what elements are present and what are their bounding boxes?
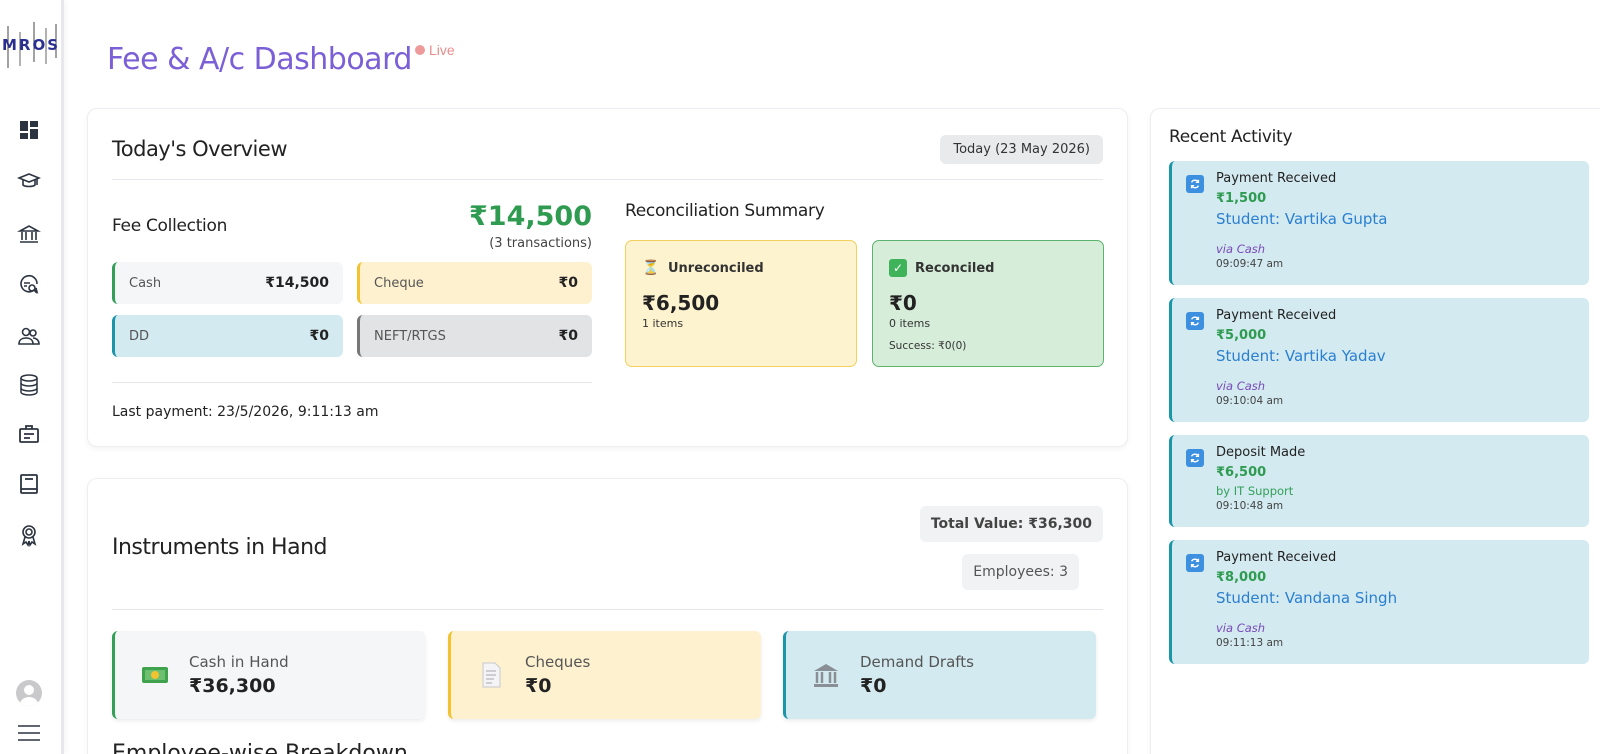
live-dot-icon <box>415 45 425 55</box>
neft-mode-value: ₹0 <box>558 328 578 344</box>
document-icon <box>477 661 505 689</box>
dd-mode-value: ₹0 <box>309 328 329 344</box>
last-payment: Last payment: 23/5/2026, 9:11:13 am <box>112 404 379 420</box>
activity-student-link[interactable]: Student: Vandana Singh <box>1216 589 1398 607</box>
reconciled-box[interactable]: ✓ Reconciled ₹0 0 items Success: ₹0(0) <box>872 240 1104 367</box>
instruments-divider <box>112 609 1103 610</box>
activity-type: Payment Received <box>1216 308 1337 323</box>
cash-mode-box: Cash ₹14,500 <box>112 262 343 304</box>
reconciled-amount: ₹0 <box>889 291 917 315</box>
activity-item[interactable]: Payment Received ₹1,500 Student: Vartika… <box>1169 161 1589 285</box>
instruments-card: Instruments in Hand Total Value: ₹36,300… <box>87 478 1128 754</box>
cash-in-hand-label: Cash in Hand <box>189 653 289 671</box>
briefcase-icon[interactable] <box>14 419 44 449</box>
activity-via: via Cash <box>1216 621 1266 635</box>
dd-mode-label: DD <box>129 328 150 344</box>
dd-mode-box: DD ₹0 <box>112 315 343 357</box>
cheques-label: Cheques <box>525 653 591 671</box>
cash-mode-value: ₹14,500 <box>265 275 329 291</box>
instruments-title: Instruments in Hand <box>112 535 327 560</box>
employees-badge: Employees: 3 <box>962 554 1079 590</box>
logo-text: MROS <box>2 36 61 54</box>
activity-type: Payment Received <box>1216 550 1337 565</box>
reconciled-label: Reconciled <box>915 260 995 276</box>
activity-by: by IT Support <box>1216 484 1294 498</box>
demand-drafts-value: ₹0 <box>860 675 887 697</box>
check-icon: ✓ <box>889 259 907 277</box>
refresh-icon <box>1186 449 1204 467</box>
activity-time: 09:10:48 am <box>1216 500 1284 512</box>
cheque-mode-box: Cheque ₹0 <box>357 262 592 304</box>
activity-via: via Cash <box>1216 242 1266 256</box>
activity-time: 09:10:04 am <box>1216 395 1284 407</box>
activity-item[interactable]: Payment Received ₹5,000 Student: Vartika… <box>1169 298 1589 422</box>
users-icon[interactable] <box>14 321 44 351</box>
dashboard-icon[interactable] <box>14 115 44 145</box>
overview-divider <box>112 179 1103 180</box>
hourglass-icon: ⏳ <box>642 260 660 276</box>
fee-divider <box>112 382 592 383</box>
todays-overview-card: Today's Overview Today (23 May 2026) Fee… <box>87 108 1128 447</box>
neft-mode-box: NEFT/RTGS ₹0 <box>357 315 592 357</box>
demand-drafts-box[interactable]: Demand Drafts ₹0 <box>783 631 1096 719</box>
activity-time: 09:09:47 am <box>1216 258 1284 270</box>
sidebar: MROS <box>0 0 64 754</box>
cheque-mode-label: Cheque <box>374 275 424 291</box>
activity-type: Deposit Made <box>1216 445 1306 460</box>
reconciled-items: 0 items <box>889 317 931 330</box>
cash-mode-label: Cash <box>129 275 162 291</box>
cash-in-hand-value: ₹36,300 <box>189 675 276 697</box>
neft-mode-label: NEFT/RTGS <box>374 328 446 344</box>
fee-collection-amount: ₹14,500 <box>469 201 592 232</box>
cheques-value: ₹0 <box>525 675 552 697</box>
refresh-icon <box>1186 312 1204 330</box>
reconciliation-title: Reconciliation Summary <box>625 201 825 221</box>
bank-icon[interactable] <box>14 219 44 249</box>
bank-building-icon <box>812 661 840 689</box>
cash-in-hand-box[interactable]: Cash in Hand ₹36,300 <box>112 631 425 719</box>
activity-student-link[interactable]: Student: Vartika Yadav <box>1216 347 1386 365</box>
activity-item[interactable]: Deposit Made ₹6,500 by IT Support 09:10:… <box>1169 435 1589 527</box>
refresh-icon <box>1186 175 1204 193</box>
activity-amount: ₹1,500 <box>1216 191 1267 206</box>
live-indicator: Live <box>415 42 455 58</box>
cash-icon <box>141 661 169 689</box>
database-icon[interactable] <box>14 370 44 400</box>
unreconciled-label: Unreconciled <box>668 260 764 276</box>
total-value-badge: Total Value: ₹36,300 <box>919 506 1103 542</box>
demand-drafts-label: Demand Drafts <box>860 653 975 671</box>
avatar[interactable] <box>16 680 42 706</box>
next-section-title: Employee-wise Breakdown <box>112 741 408 754</box>
hamburger-menu-icon[interactable] <box>18 724 40 742</box>
live-label: Live <box>429 42 455 58</box>
date-badge: Today (23 May 2026) <box>940 135 1103 164</box>
award-icon[interactable] <box>14 520 44 550</box>
page-title: Fee & A/c Dashboard <box>107 42 412 77</box>
app-logo[interactable]: MROS <box>0 18 62 74</box>
unreconciled-items: 1 items <box>642 317 684 330</box>
refresh-icon <box>1186 554 1204 572</box>
graduation-cap-icon[interactable] <box>14 167 44 197</box>
activity-amount: ₹6,500 <box>1216 465 1267 480</box>
overview-title: Today's Overview <box>112 137 288 161</box>
activity-amount: ₹8,000 <box>1216 570 1267 585</box>
unreconciled-amount: ₹6,500 <box>642 291 720 315</box>
logo-graphic <box>7 22 57 68</box>
activity-student-link[interactable]: Student: Vartika Gupta <box>1216 210 1388 228</box>
activity-type: Payment Received <box>1216 171 1337 186</box>
reconciled-success: Success: ₹0(0) <box>889 340 967 352</box>
unreconciled-box[interactable]: ⏳ Unreconciled ₹6,500 1 items <box>625 240 857 367</box>
chat-search-icon[interactable] <box>14 270 44 300</box>
activity-title: Recent Activity <box>1169 127 1293 147</box>
book-icon[interactable] <box>14 469 44 499</box>
activity-item[interactable]: Payment Received ₹8,000 Student: Vandana… <box>1169 540 1589 664</box>
fee-collection-label: Fee Collection <box>112 216 228 236</box>
recent-activity-card: Recent Activity Payment Received ₹1,500 … <box>1150 108 1600 754</box>
fee-transactions-count: (3 transactions) <box>489 236 592 251</box>
activity-via: via Cash <box>1216 379 1266 393</box>
activity-amount: ₹5,000 <box>1216 328 1267 343</box>
cheque-mode-value: ₹0 <box>558 275 578 291</box>
cheques-box[interactable]: Cheques ₹0 <box>448 631 761 719</box>
activity-time: 09:11:13 am <box>1216 637 1284 649</box>
